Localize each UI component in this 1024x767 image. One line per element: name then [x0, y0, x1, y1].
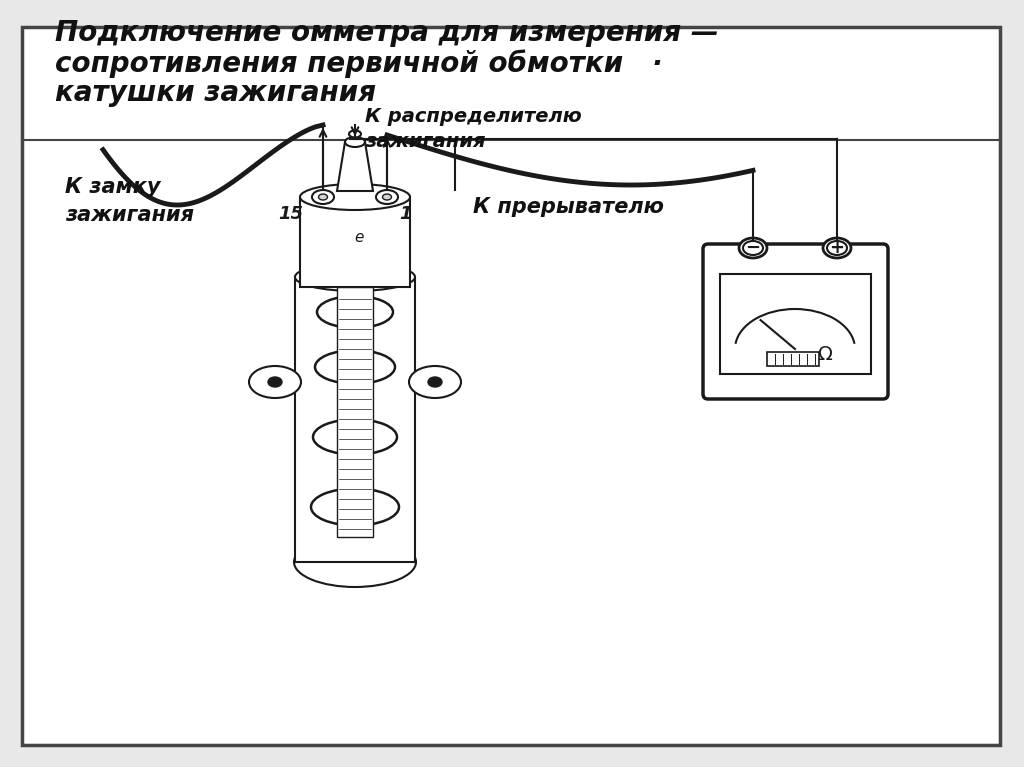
- Ellipse shape: [300, 184, 410, 210]
- Ellipse shape: [827, 241, 847, 255]
- Ellipse shape: [739, 238, 767, 258]
- Ellipse shape: [312, 190, 334, 204]
- Ellipse shape: [349, 130, 361, 137]
- Bar: [22, 140, 1000, 745]
- Text: К распределителю: К распределителю: [365, 107, 582, 126]
- Text: К замку: К замку: [65, 177, 161, 197]
- Ellipse shape: [743, 241, 763, 255]
- Text: е: е: [354, 229, 364, 245]
- Bar: [767, 352, 819, 366]
- Text: К прерывателю: К прерывателю: [473, 197, 664, 217]
- Ellipse shape: [823, 238, 851, 258]
- Bar: [295, 277, 415, 562]
- Ellipse shape: [318, 194, 328, 200]
- Text: 1: 1: [399, 205, 412, 223]
- Text: зажигания: зажигания: [365, 132, 485, 151]
- Bar: [300, 197, 410, 287]
- Bar: [720, 274, 871, 374]
- Text: Ω: Ω: [817, 344, 833, 364]
- Text: зажигания: зажигания: [65, 205, 194, 225]
- Text: сопротивления первичной обмотки   ·: сопротивления первичной обмотки ·: [55, 49, 663, 77]
- Text: Подключение омметра для измерения —: Подключение омметра для измерения —: [55, 19, 719, 47]
- Ellipse shape: [294, 537, 416, 587]
- Ellipse shape: [376, 190, 398, 204]
- FancyBboxPatch shape: [703, 244, 888, 399]
- Ellipse shape: [268, 377, 282, 387]
- Text: 15: 15: [278, 205, 303, 223]
- Ellipse shape: [383, 194, 391, 200]
- Ellipse shape: [345, 137, 365, 147]
- Ellipse shape: [409, 366, 461, 398]
- Text: катушки зажигания: катушки зажигания: [55, 79, 376, 107]
- Polygon shape: [337, 142, 373, 191]
- Ellipse shape: [428, 377, 442, 387]
- Text: +: +: [829, 239, 845, 257]
- Ellipse shape: [295, 263, 415, 291]
- Ellipse shape: [249, 366, 301, 398]
- Text: −: −: [745, 239, 761, 257]
- Bar: [337, 287, 373, 537]
